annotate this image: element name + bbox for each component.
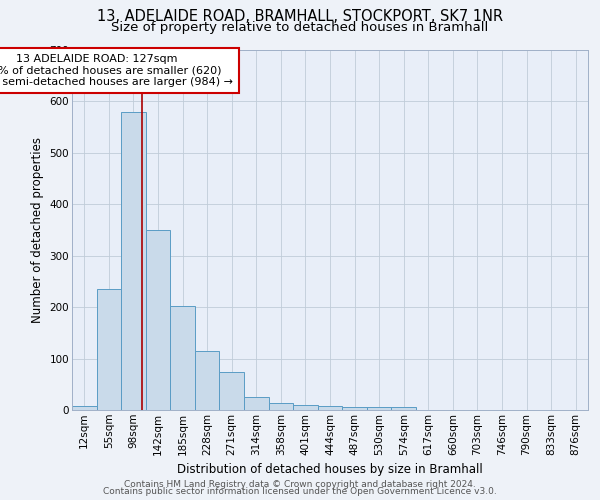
- Bar: [72, 406, 97, 410]
- Y-axis label: Number of detached properties: Number of detached properties: [31, 137, 44, 323]
- Bar: [244, 397, 269, 410]
- Text: Size of property relative to detached houses in Bramhall: Size of property relative to detached ho…: [112, 21, 488, 34]
- X-axis label: Distribution of detached houses by size in Bramhall: Distribution of detached houses by size …: [177, 463, 483, 476]
- Bar: [293, 406, 318, 410]
- Bar: [170, 306, 195, 410]
- Bar: [391, 408, 416, 410]
- Bar: [97, 288, 121, 410]
- Bar: [146, 230, 170, 410]
- Text: 13 ADELAIDE ROAD: 127sqm
← 39% of detached houses are smaller (620)
61% of semi-: 13 ADELAIDE ROAD: 127sqm ← 39% of detach…: [0, 54, 233, 87]
- Bar: [195, 351, 220, 410]
- Bar: [318, 406, 342, 410]
- Text: Contains public sector information licensed under the Open Government Licence v3: Contains public sector information licen…: [103, 487, 497, 496]
- Bar: [367, 407, 391, 410]
- Text: 13, ADELAIDE ROAD, BRAMHALL, STOCKPORT, SK7 1NR: 13, ADELAIDE ROAD, BRAMHALL, STOCKPORT, …: [97, 9, 503, 24]
- Bar: [269, 403, 293, 410]
- Text: Contains HM Land Registry data © Crown copyright and database right 2024.: Contains HM Land Registry data © Crown c…: [124, 480, 476, 489]
- Bar: [220, 372, 244, 410]
- Bar: [121, 112, 146, 410]
- Bar: [342, 407, 367, 410]
